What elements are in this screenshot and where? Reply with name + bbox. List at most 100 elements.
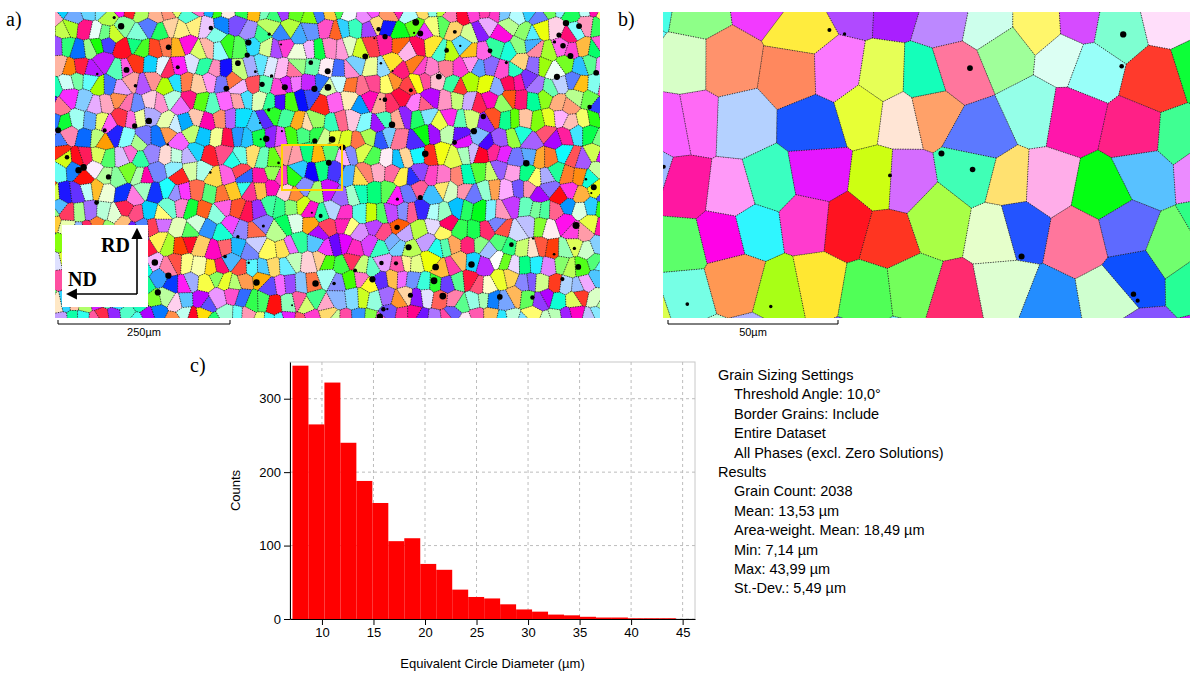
arrow-left	[68, 293, 137, 295]
unindexed-spot	[386, 308, 388, 310]
unindexed-spot	[280, 43, 282, 45]
grain	[158, 198, 177, 219]
grid-line	[682, 362, 683, 619]
unindexed-spot	[373, 37, 375, 39]
unindexed-spot	[481, 114, 486, 119]
grain	[451, 92, 464, 110]
bar	[660, 618, 676, 619]
unindexed-spot	[262, 224, 265, 227]
grain	[160, 233, 175, 257]
unindexed-spot	[245, 39, 251, 45]
y-tick-mark	[284, 399, 290, 400]
grain	[55, 312, 68, 318]
unindexed-spot	[377, 314, 383, 318]
y-tick-mark	[284, 472, 290, 473]
bar	[420, 564, 436, 619]
unindexed-spot	[417, 31, 423, 37]
unindexed-spot	[593, 70, 599, 76]
grain	[506, 308, 521, 318]
x-tick-label: 10	[315, 625, 329, 640]
unindexed-spot	[576, 23, 582, 29]
x-tick: 40	[624, 619, 638, 640]
unindexed-spot	[319, 214, 323, 218]
grain	[134, 38, 150, 57]
grain	[424, 165, 438, 186]
grain	[1175, 200, 1190, 258]
unindexed-spot	[94, 200, 99, 205]
grain	[570, 125, 583, 147]
grain	[430, 273, 442, 292]
unindexed-spot	[970, 167, 976, 173]
unindexed-spot	[560, 277, 564, 281]
grain	[521, 306, 543, 318]
grain	[484, 108, 501, 129]
grain	[306, 110, 325, 128]
unindexed-spot	[134, 84, 138, 88]
grain-map	[663, 12, 1190, 318]
bar	[612, 618, 628, 619]
unindexed-spot	[383, 97, 388, 102]
unindexed-spot	[439, 293, 446, 300]
grain	[367, 181, 381, 204]
unindexed-spot	[396, 198, 399, 201]
unindexed-spot	[362, 53, 368, 59]
y-tick-mark	[284, 619, 290, 620]
unindexed-spot	[967, 65, 973, 71]
y-tick: 200	[259, 465, 290, 480]
grain	[431, 290, 447, 310]
grain	[584, 197, 598, 215]
unindexed-spot	[311, 86, 317, 92]
grain	[533, 20, 550, 41]
info-line: Max: 43,99 µm	[734, 561, 830, 577]
grid-line	[290, 398, 695, 399]
direction-label: RD	[101, 234, 130, 256]
unindexed-spot	[560, 43, 565, 48]
grain	[274, 274, 286, 296]
y-tick-label: 300	[259, 391, 281, 406]
info-line: Grain Count: 2038	[734, 483, 853, 499]
x-tick-mark	[373, 619, 374, 625]
grain	[183, 162, 198, 181]
grain	[596, 201, 600, 217]
grain	[500, 76, 515, 91]
grain	[589, 161, 600, 179]
bar	[468, 597, 484, 619]
grain	[1173, 142, 1190, 204]
grain	[98, 184, 115, 203]
grain	[451, 271, 465, 292]
x-tick-mark	[477, 619, 478, 625]
grain	[288, 59, 306, 75]
unindexed-spot	[1120, 31, 1126, 37]
grain	[779, 195, 829, 256]
unindexed-spot	[553, 40, 556, 43]
grain	[135, 125, 151, 145]
grain	[510, 53, 529, 70]
x-axis-title: Equivalent Circle Diameter (µm)	[400, 656, 584, 671]
unindexed-spot	[413, 32, 415, 34]
y-tick-label: 200	[259, 465, 281, 480]
grain	[595, 217, 600, 236]
x-tick-mark	[322, 619, 323, 625]
unindexed-spot	[118, 23, 124, 29]
bars	[292, 366, 675, 619]
grain	[478, 293, 488, 309]
grain	[216, 304, 233, 318]
grain	[67, 310, 78, 318]
bar	[292, 366, 308, 619]
unindexed-spot	[591, 184, 597, 190]
unindexed-spot	[1131, 291, 1136, 296]
unindexed-spot	[405, 244, 411, 250]
grain	[590, 235, 600, 255]
info-line: All Phases (excl. Zero Solutions)	[734, 445, 944, 461]
grain	[484, 307, 499, 318]
bar	[564, 615, 580, 619]
grain	[1171, 35, 1190, 104]
grain	[1165, 253, 1190, 318]
unindexed-spot	[453, 30, 457, 34]
grain	[561, 220, 579, 239]
grain	[233, 219, 249, 240]
panel-label: a)	[6, 8, 22, 31]
unindexed-spot	[259, 82, 264, 87]
grain	[75, 128, 92, 148]
grain	[183, 272, 198, 293]
